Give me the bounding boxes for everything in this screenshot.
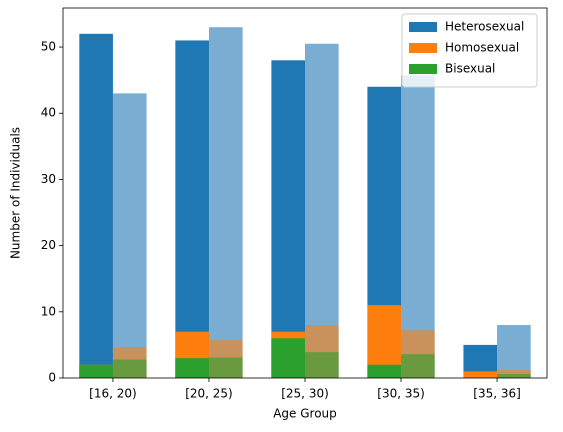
- legend-label: Bisexual: [445, 62, 495, 76]
- bar: [305, 352, 339, 378]
- y-tick-label: 40: [41, 106, 56, 120]
- y-tick-label: 50: [41, 40, 56, 54]
- bar: [401, 75, 435, 378]
- bar: [79, 364, 113, 378]
- bar: [305, 43, 339, 378]
- x-tick-label: [35, 36]: [473, 387, 521, 401]
- x-axis-label: Age Group: [273, 407, 337, 421]
- y-tick-label: 30: [41, 172, 56, 186]
- bar: [112, 93, 147, 378]
- bar: [112, 359, 147, 378]
- y-axis-label: Number of Individuals: [9, 127, 23, 259]
- x-tick-label: [20, 25): [185, 387, 233, 401]
- x-tick-label: [25, 30): [281, 387, 329, 401]
- bar: [497, 374, 531, 378]
- legend-label: Heterosexual: [445, 20, 524, 34]
- legend-swatch: [409, 22, 437, 32]
- y-tick-label: 20: [41, 238, 56, 252]
- x-tick-label: [16, 20): [89, 387, 137, 401]
- plot-frame: [62, 7, 548, 379]
- legend-label: Homosexual: [445, 41, 519, 55]
- bar: [79, 33, 113, 378]
- bar: [463, 371, 498, 378]
- bar: [367, 364, 402, 378]
- bar: [208, 357, 243, 378]
- legend-swatch: [409, 64, 437, 74]
- bar: [271, 338, 305, 378]
- bar: [271, 60, 305, 379]
- bar: [208, 27, 243, 379]
- bar: [175, 358, 209, 378]
- y-tick-label: 10: [41, 304, 56, 318]
- x-tick-label: [30, 35): [377, 387, 425, 401]
- bar: [401, 354, 435, 378]
- legend-swatch: [409, 43, 437, 53]
- bar: [497, 325, 531, 378]
- bar: [175, 40, 209, 378]
- y-tick-label: 0: [48, 371, 56, 385]
